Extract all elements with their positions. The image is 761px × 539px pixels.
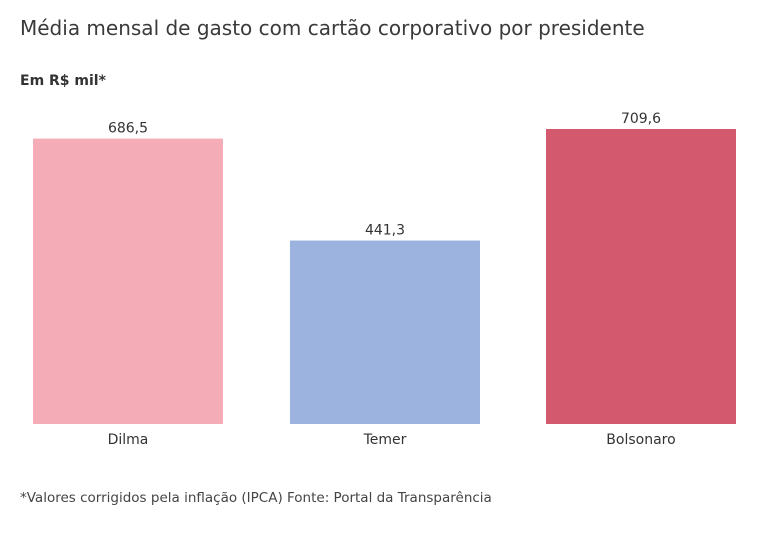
category-labels-layer: Dilma Temer Bolsonaro	[108, 432, 676, 448]
unit-label: Em R$ mil*	[20, 73, 106, 89]
bar-temer	[290, 240, 480, 424]
value-labels-layer: 686,5 441,3 709,6	[108, 111, 661, 239]
chart-title: Média mensal de gasto com cartão corpora…	[20, 16, 645, 40]
value-label-bolsonaro: 709,6	[621, 111, 661, 127]
bars-layer	[33, 129, 736, 424]
bar-bolsonaro	[546, 129, 736, 424]
category-label-bolsonaro: Bolsonaro	[606, 432, 675, 448]
footnote: *Valores corrigidos pela inflação (IPCA)…	[20, 490, 492, 506]
bar-chart: 686,5 441,3 709,6 Dilma Temer Bolsonaro	[33, 111, 736, 448]
category-label-temer: Temer	[363, 432, 407, 448]
value-label-dilma: 686,5	[108, 121, 148, 137]
category-label-dilma: Dilma	[108, 432, 149, 448]
value-label-temer: 441,3	[365, 223, 405, 239]
bar-dilma	[33, 138, 223, 424]
